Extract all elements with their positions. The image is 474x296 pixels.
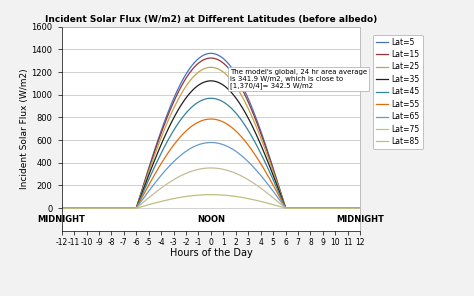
Line: Lat=65: Lat=65 (62, 142, 360, 208)
Lat=55 (59, 206, 64, 210)
Lat=65 (349, 206, 355, 210)
Lat=25 (349, 206, 355, 210)
Line: Lat=35: Lat=35 (62, 81, 360, 208)
Lat=45 (294, 206, 300, 210)
Line: Lat=75: Lat=75 (62, 168, 360, 208)
Lat=55 (349, 206, 355, 210)
Lat=75 (294, 206, 300, 210)
X-axis label: Hours of the Day: Hours of the Day (170, 248, 252, 258)
Legend: Lat=5, Lat=15, Lat=25, Lat=35, Lat=45, Lat=55, Lat=65, Lat=75, Lat=85: Lat=5, Lat=15, Lat=25, Lat=35, Lat=45, L… (373, 35, 423, 149)
Y-axis label: Incident Solar Flux (W/m2): Incident Solar Flux (W/m2) (20, 68, 29, 189)
Line: Lat=85: Lat=85 (62, 195, 360, 208)
Lat=65 (294, 206, 300, 210)
Lat=25 (294, 206, 300, 210)
Lat=5 (349, 206, 355, 210)
Lat=35 (59, 206, 64, 210)
Lat=65 (357, 206, 363, 210)
Lat=15 (294, 206, 300, 210)
Lat=25 (357, 206, 363, 210)
Lat=45 (74, 206, 80, 210)
Lat=85 (204, 193, 210, 197)
Lat=15 (349, 206, 355, 210)
Lat=5 (294, 206, 300, 210)
Lat=15 (59, 206, 64, 210)
Lat=65 (208, 141, 214, 144)
Lat=15 (208, 56, 214, 60)
Text: The model's global, 24 hr area average
is 341.9 W/m2, which is close to
[1,370/4: The model's global, 24 hr area average i… (229, 69, 367, 89)
Line: Lat=55: Lat=55 (62, 119, 360, 208)
Line: Lat=15: Lat=15 (62, 58, 360, 208)
Lat=75 (196, 168, 202, 171)
Lat=55 (196, 120, 202, 124)
Lat=25 (74, 206, 80, 210)
Lat=85 (74, 206, 80, 210)
Lat=45 (196, 100, 202, 104)
Lat=75 (204, 166, 210, 170)
Text: MIDNIGHT: MIDNIGHT (37, 215, 86, 224)
Lat=85 (294, 206, 300, 210)
Lat=15 (196, 61, 202, 65)
Lat=55 (349, 206, 355, 210)
Lat=45 (349, 206, 355, 210)
Lat=75 (74, 206, 80, 210)
Lat=15 (74, 206, 80, 210)
Line: Lat=25: Lat=25 (62, 67, 360, 208)
Lat=65 (196, 143, 202, 146)
Lat=85 (59, 206, 64, 210)
Lat=25 (349, 206, 355, 210)
Lat=75 (357, 206, 363, 210)
Title: Incident Solar Flux (W/m2) at Different Latitudes (before albedo): Incident Solar Flux (W/m2) at Different … (45, 15, 377, 25)
Lat=5 (349, 206, 355, 210)
Lat=15 (357, 206, 363, 210)
Lat=35 (204, 80, 210, 83)
Lat=35 (196, 83, 202, 87)
Lat=25 (208, 65, 214, 69)
Lat=45 (208, 96, 214, 100)
Lat=35 (74, 206, 80, 210)
Lat=45 (349, 206, 355, 210)
Line: Lat=5: Lat=5 (62, 53, 360, 208)
Lat=5 (357, 206, 363, 210)
Lat=65 (59, 206, 64, 210)
Lat=85 (349, 206, 355, 210)
Lat=65 (74, 206, 80, 210)
Lat=5 (204, 52, 210, 56)
Lat=35 (294, 206, 300, 210)
Lat=25 (59, 206, 64, 210)
Lat=85 (349, 206, 355, 210)
Lat=45 (204, 97, 210, 100)
Lat=75 (349, 206, 355, 210)
Lat=45 (357, 206, 363, 210)
Lat=25 (204, 66, 210, 70)
Lat=85 (208, 193, 214, 197)
Lat=55 (357, 206, 363, 210)
Line: Lat=45: Lat=45 (62, 98, 360, 208)
Lat=85 (196, 193, 202, 197)
Text: MIDNIGHT: MIDNIGHT (336, 215, 384, 224)
Lat=35 (208, 79, 214, 83)
Lat=75 (349, 206, 355, 210)
Lat=25 (196, 70, 202, 74)
Lat=5 (74, 206, 80, 210)
Lat=45 (59, 206, 64, 210)
Lat=35 (349, 206, 355, 210)
Lat=15 (349, 206, 355, 210)
Text: NOON: NOON (197, 215, 225, 224)
Lat=5 (208, 52, 214, 55)
Lat=85 (357, 206, 363, 210)
Lat=75 (59, 206, 64, 210)
Lat=5 (196, 57, 202, 60)
Lat=65 (204, 141, 210, 144)
Lat=55 (208, 117, 214, 121)
Lat=75 (208, 166, 214, 170)
Lat=15 (204, 57, 210, 60)
Lat=65 (349, 206, 355, 210)
Lat=55 (294, 206, 300, 210)
Lat=55 (204, 118, 210, 121)
Lat=35 (357, 206, 363, 210)
Lat=5 (59, 206, 64, 210)
Lat=55 (74, 206, 80, 210)
Lat=35 (349, 206, 355, 210)
